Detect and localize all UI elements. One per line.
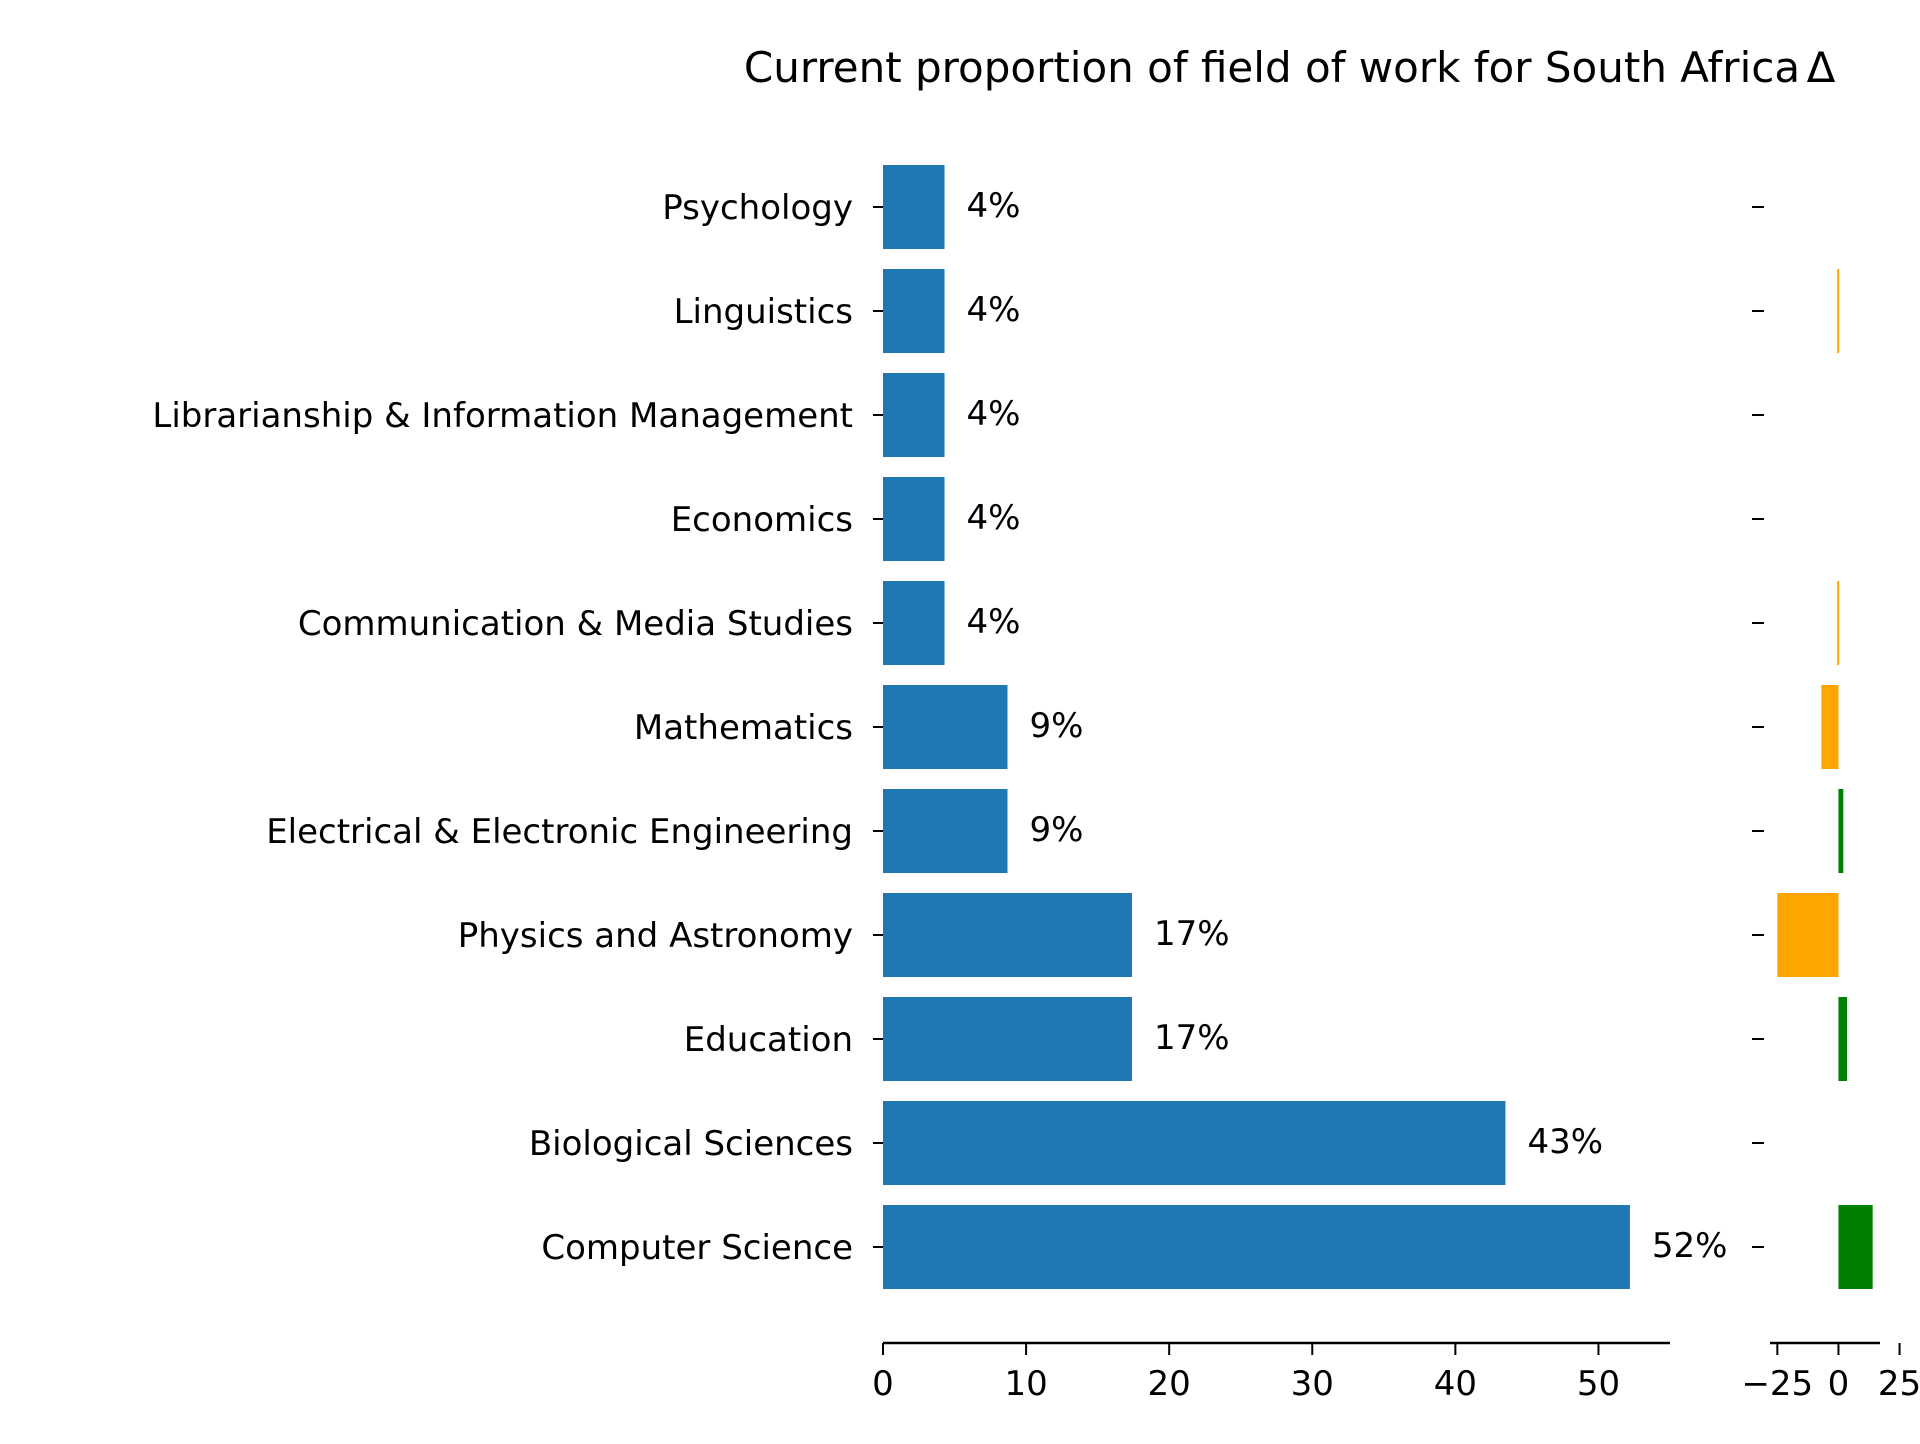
delta-x-tick-label: 0 [1828,1364,1850,1404]
x-tick-label: 40 [1434,1364,1477,1404]
bar-education [883,997,1132,1081]
delta-bar-communication-media-studies [1837,581,1840,665]
category-label: Computer Science [541,1228,853,1268]
bar-biological-sciences [883,1101,1506,1185]
data-label: 17% [1154,914,1230,954]
category-label: Psychology [662,188,853,228]
main-plot-area: Psychology 4% Linguistics 4% Librarianship &… [152,165,1728,1404]
category-label: Librarianship & Information Management [152,396,853,436]
x-tick-label: 30 [1291,1364,1334,1404]
data-label: 4% [967,186,1021,226]
category-label: Education [684,1020,853,1060]
bar-mathematics [883,685,1008,769]
category-label: Mathematics [634,708,853,748]
x-tick-label: 0 [872,1364,894,1404]
data-label: 4% [967,394,1021,434]
data-label: 9% [1029,810,1083,850]
bar-physics-and-astronomy [883,893,1132,977]
delta-bar-education [1838,997,1847,1081]
data-label: 17% [1154,1018,1230,1058]
category-label: Linguistics [674,292,853,332]
category-label: Communication & Media Studies [298,604,853,644]
category-label: Biological Sciences [529,1124,853,1164]
category-label: Physics and Astronomy [458,916,853,956]
bar-librarianship-information-management [883,373,945,457]
delta-bar-physics-and-astronomy [1777,893,1839,977]
category-label: Economics [671,500,853,540]
data-label: 43% [1527,1122,1603,1162]
delta-plot-area: −25 0 25 [1741,206,1920,1404]
bar-psychology [883,165,945,249]
category-label: Electrical & Electronic Engineering [266,812,853,852]
x-tick-label: 50 [1577,1364,1620,1404]
data-label: 52% [1652,1226,1728,1266]
delta-bar-linguistics [1837,269,1840,353]
x-tick-label: 10 [1004,1364,1047,1404]
data-label: 4% [967,290,1021,330]
data-label: 4% [967,602,1021,642]
bar-linguistics [883,269,945,353]
data-label: 9% [1029,706,1083,746]
bar-computer-science [883,1205,1630,1289]
delta-chart-title: Δ [1807,43,1836,92]
bar-economics [883,477,945,561]
x-tick-label: 20 [1148,1364,1191,1404]
delta-bar-computer-science [1838,1205,1873,1289]
data-label: 4% [967,498,1021,538]
delta-bar-mathematics [1821,685,1839,769]
chart-title: Current proportion of field of work for … [744,43,1800,92]
delta-x-tick-label: −25 [1741,1364,1813,1404]
bar-electrical-electronic-engineering [883,789,1008,873]
delta-x-tick-label: 25 [1878,1364,1920,1404]
delta-bar-electrical-electronic-engineering [1838,789,1844,873]
bar-communication-media-studies [883,581,945,665]
